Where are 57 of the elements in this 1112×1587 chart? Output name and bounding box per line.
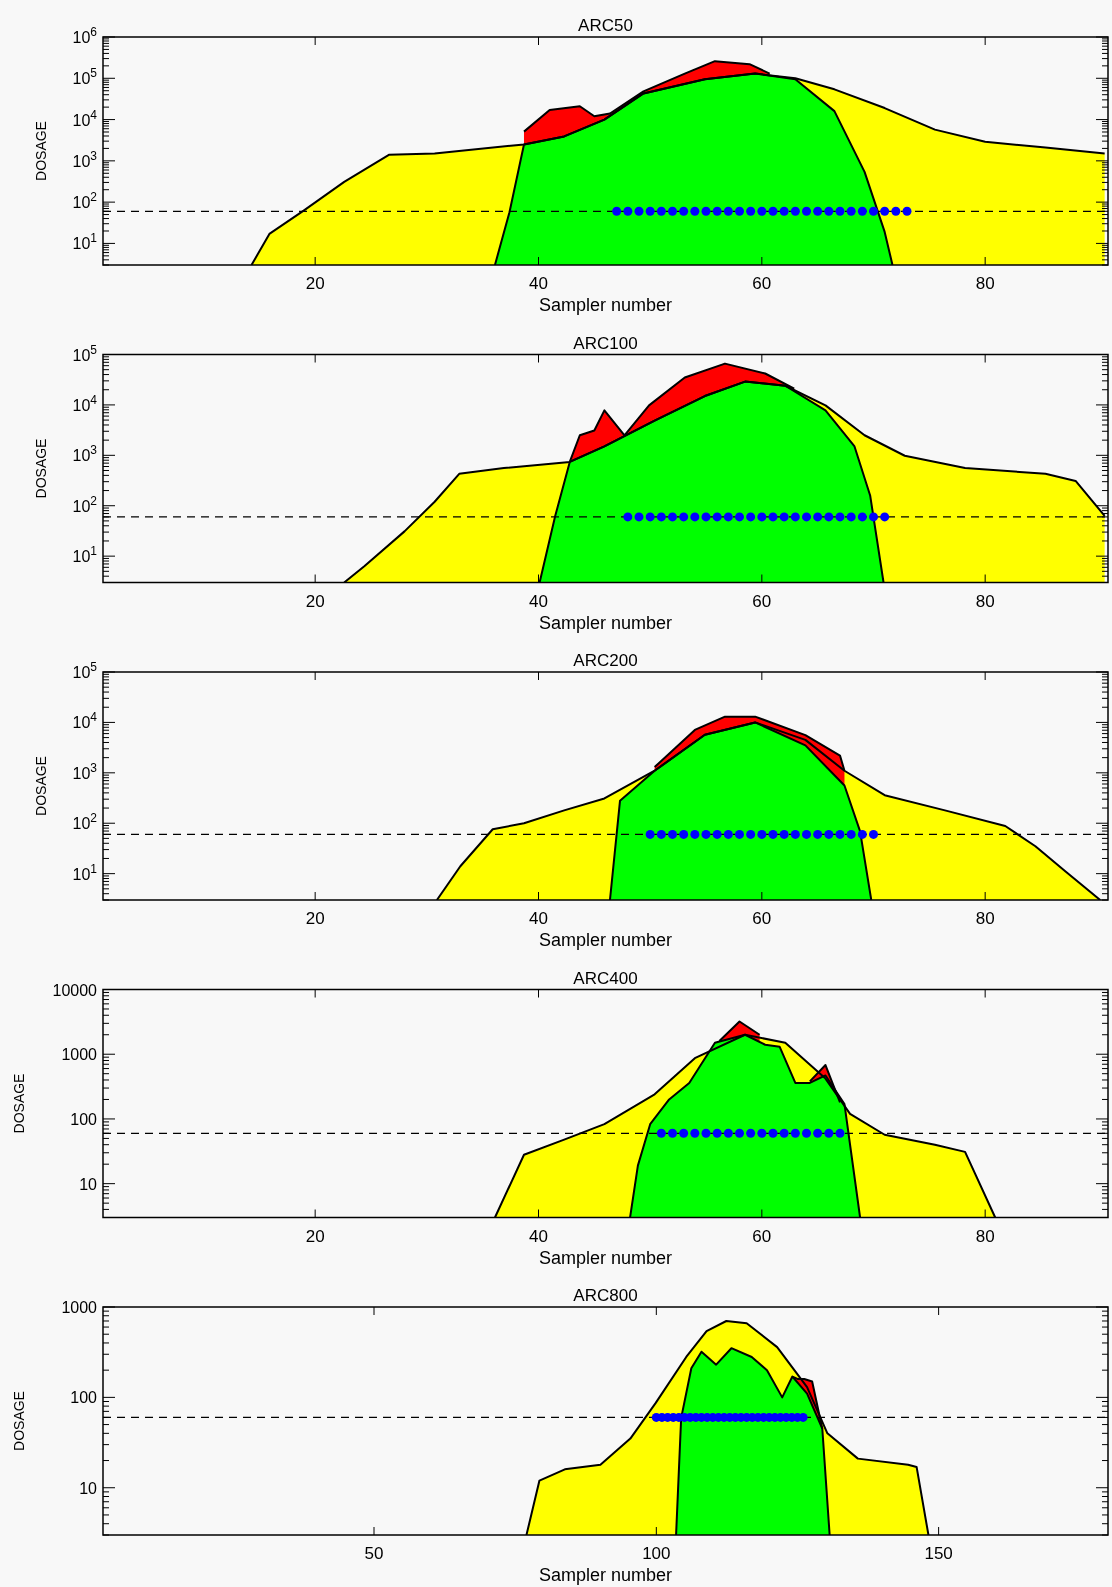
chart-title: ARC50	[578, 16, 633, 35]
y-tick-label: 10$^{5}$	[72, 660, 98, 681]
y-tick-label: 10	[79, 1175, 98, 1193]
y-tick-label: 1000	[61, 1299, 98, 1316]
y-tick-label: 10$^{6}$	[72, 25, 98, 46]
x-axis-title: Sampler number	[538, 930, 673, 950]
x-tick-label: 80	[975, 909, 995, 928]
y-tick-label: 10$^{1}$	[72, 861, 98, 883]
x-axis-title: Sampler number	[538, 295, 673, 315]
x-tick-label: 60	[752, 909, 772, 928]
x-tick-label: 20	[305, 909, 325, 928]
x-axis-title: Sampler number	[538, 612, 673, 633]
y-tick-label: 100	[70, 1389, 98, 1407]
chart-title: ARC400	[573, 968, 638, 988]
x-tick-label: 80	[975, 274, 995, 293]
y-tick-label: 10000	[52, 981, 98, 999]
x-axis-title: Sampler number	[538, 1247, 673, 1268]
x-tick-label: 60	[752, 274, 772, 293]
y-axis-title: DOSAGE	[33, 756, 49, 816]
x-tick-label: 20	[305, 1226, 325, 1246]
y-tick-label: 10$^{5}$	[72, 66, 98, 88]
y-tick-label: 10$^{3}$	[72, 148, 98, 170]
x-tick-label: 100	[642, 1544, 671, 1563]
chart-title: ARC100	[573, 333, 638, 353]
x-tick-label: 40	[529, 591, 548, 611]
y-tick-label: 10$^{2}$	[72, 493, 98, 515]
chart-title: ARC800	[573, 1286, 638, 1305]
x-tick-label: 60	[752, 591, 772, 611]
y-tick-label: 10$^{2}$	[72, 811, 98, 833]
y-axis-title: DOSAGE	[33, 121, 49, 181]
y-axis-title: DOSAGE	[11, 1391, 27, 1451]
x-tick-label: 60	[752, 1226, 772, 1246]
x-tick-label: 20	[305, 274, 325, 293]
y-tick-label: 10$^{3}$	[72, 443, 98, 465]
y-tick-label: 10$^{2}$	[72, 190, 98, 212]
y-tick-label: 10	[79, 1479, 98, 1497]
x-tick-label: 40	[529, 1226, 548, 1246]
x-tick-label: 40	[529, 909, 548, 928]
y-tick-label: 10$^{4}$	[72, 392, 98, 414]
y-tick-label: 10$^{5}$	[72, 342, 98, 364]
y-tick-label: 10$^{3}$	[72, 760, 98, 782]
x-tick-label: 40	[529, 274, 548, 293]
y-axis-title: DOSAGE	[33, 438, 49, 499]
x-tick-label: 50	[364, 1544, 384, 1563]
x-tick-label: 20	[305, 591, 325, 611]
y-tick-label: 10$^{4}$	[72, 710, 98, 732]
x-axis-title: Sampler number	[538, 1565, 673, 1585]
x-tick-label: 80	[975, 591, 995, 611]
y-tick-label: 100	[70, 1110, 98, 1128]
y-tick-label: 10$^{1}$	[72, 544, 98, 566]
chart-title: ARC200	[573, 651, 638, 670]
x-tick-label: 150	[924, 1544, 953, 1563]
y-tick-label: 1000	[61, 1046, 98, 1064]
x-tick-label: 80	[975, 1226, 995, 1246]
y-tick-label: 10$^{1}$	[72, 231, 98, 253]
y-axis-title: DOSAGE	[11, 1073, 27, 1134]
y-tick-label: 10$^{4}$	[72, 107, 98, 129]
